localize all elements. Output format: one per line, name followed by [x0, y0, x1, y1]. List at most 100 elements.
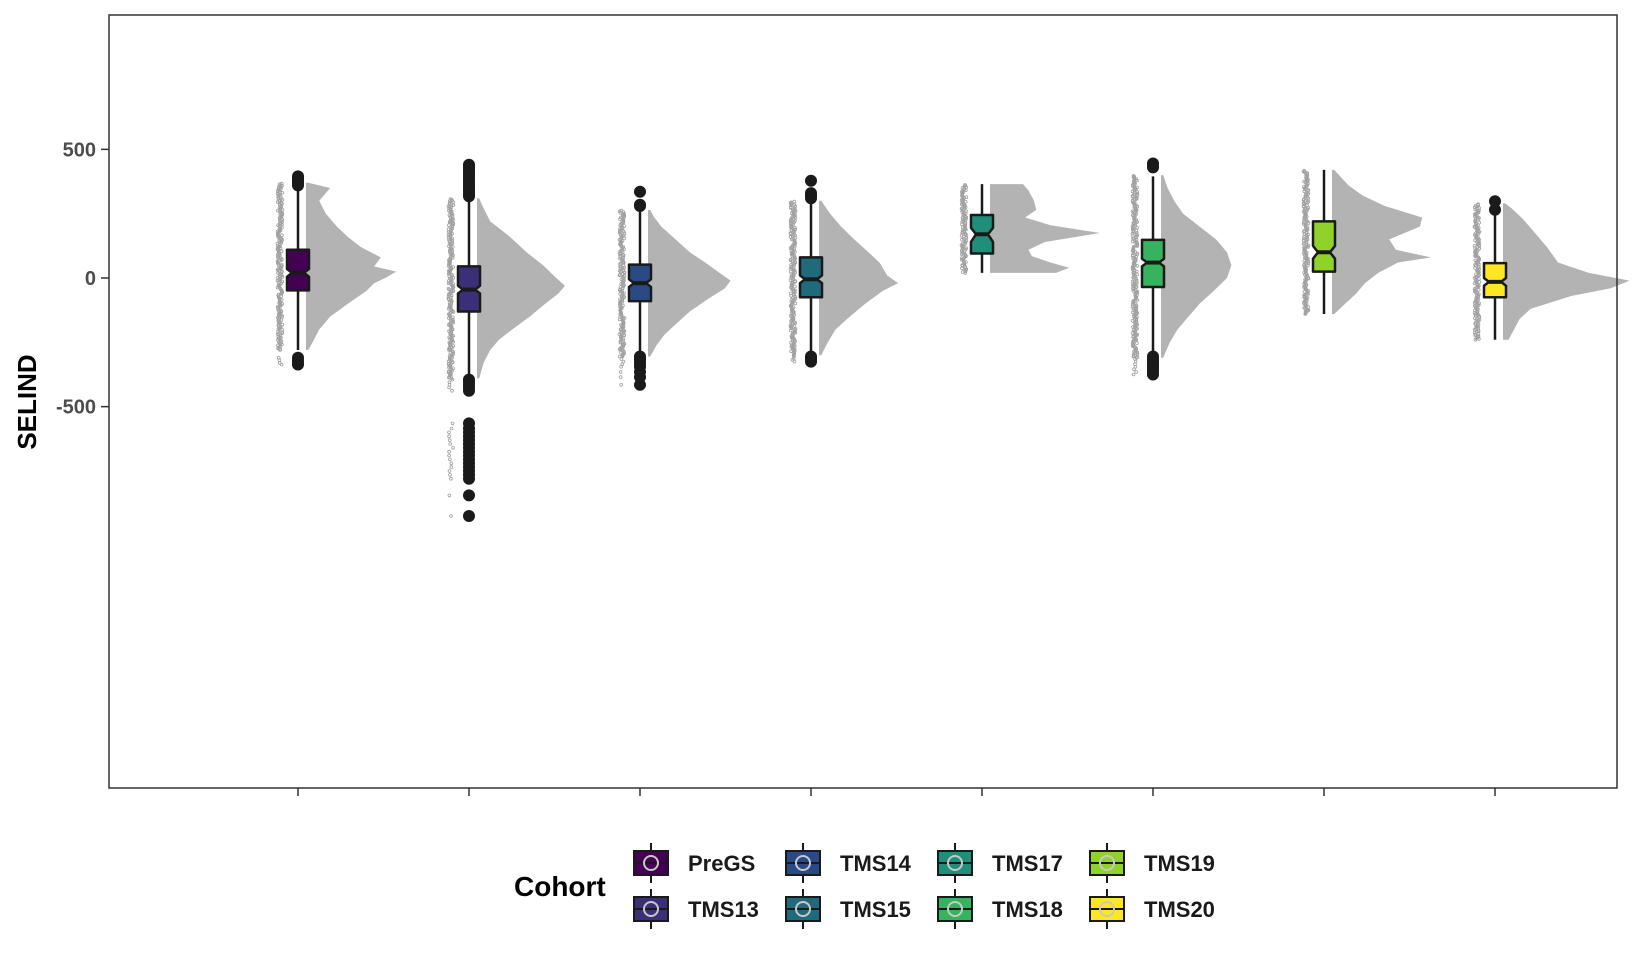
raw-point-tms13: [447, 434, 451, 439]
legend-item-tms18: TMS18: [937, 889, 1063, 929]
raw-point-pregs: [280, 315, 284, 319]
raw-point-tms14: [621, 329, 626, 334]
raw-point-pregs: [280, 198, 285, 202]
raw-point-tms19: [1302, 246, 1306, 250]
outlier-pregs: [292, 179, 304, 192]
raw-point-tms20: [1475, 293, 1479, 297]
raw-point-tms15: [788, 291, 793, 296]
legend-key-point: [795, 901, 811, 917]
raw-point-tms14: [619, 357, 624, 361]
raw-point-tms13: [449, 476, 453, 481]
raw-point-tms13: [447, 438, 452, 442]
raw-point-pregs: [276, 293, 281, 298]
raw-point-tms20: [1472, 244, 1477, 248]
legend-item-tms19: TMS19: [1089, 843, 1215, 883]
raw-point-tms13: [446, 306, 451, 311]
raw-point-tms18: [1131, 372, 1136, 377]
raw-point-tms17: [960, 222, 964, 227]
raw-point-tms13: [451, 222, 456, 227]
raw-point-tms13: [447, 430, 451, 435]
raw-point-tms13: [447, 493, 452, 498]
raw-point-tms20: [1473, 214, 1477, 219]
raw-point-tms20: [1473, 258, 1478, 263]
outlier-tms18: [1147, 368, 1159, 381]
raw-point-tms20: [1477, 277, 1481, 281]
raw-point-tms13: [449, 465, 454, 469]
raw-point-tms14: [619, 208, 623, 213]
raw-point-tms17: [960, 210, 964, 214]
raw-point-tms18: [1133, 294, 1138, 298]
raw-point-tms17: [961, 217, 965, 222]
legend-item-pregs: PreGS: [633, 843, 755, 883]
raw-point-tms18: [1130, 305, 1135, 309]
raw-point-tms13: [451, 288, 455, 293]
raw-point-tms18: [1134, 231, 1139, 235]
raw-point-tms17: [964, 260, 968, 264]
raw-point-tms18: [1130, 264, 1135, 269]
raw-point-tms18: [1133, 364, 1138, 369]
raw-point-tms18: [1131, 236, 1135, 241]
legend-label-tms17: TMS17: [992, 851, 1063, 876]
raw-point-tms19: [1301, 222, 1306, 226]
outlier-tms14: [634, 378, 646, 391]
raw-point-pregs: [279, 362, 284, 367]
raw-point-tms14: [621, 348, 625, 353]
density-tms14: [648, 209, 731, 357]
raw-point-tms13: [450, 221, 455, 226]
raw-point-tms20: [1476, 202, 1480, 207]
raw-point-tms18: [1131, 253, 1135, 258]
raw-point-tms14: [619, 382, 623, 387]
raw-point-tms14: [621, 245, 626, 249]
raw-point-tms13: [447, 469, 452, 473]
raw-point-tms17: [963, 211, 968, 216]
legend-label-tms14: TMS14: [840, 851, 912, 876]
raw-point-tms15: [792, 342, 796, 347]
raw-point-tms15: [788, 219, 793, 224]
raw-point-tms20: [1474, 223, 1478, 228]
raw-point-tms20: [1474, 261, 1479, 266]
raw-point-tms15: [790, 357, 795, 362]
raw-point-tms18: [1135, 269, 1139, 274]
raw-point-tms18: [1135, 232, 1139, 237]
legend-label-tms15: TMS15: [840, 897, 911, 922]
raw-point-tms13: [447, 287, 452, 292]
raw-point-tms15: [793, 284, 797, 289]
density-tms18: [1161, 175, 1232, 358]
raw-point-pregs: [275, 191, 280, 196]
legend-key-point: [1099, 855, 1115, 871]
raw-point-tms18: [1133, 288, 1138, 292]
raw-point-tms13: [447, 340, 452, 345]
legend-label-tms18: TMS18: [992, 897, 1063, 922]
raw-point-tms17: [963, 183, 967, 187]
raw-point-tms15: [793, 226, 797, 230]
raw-point-tms13: [448, 457, 452, 462]
legend-label-tms20: TMS20: [1144, 897, 1215, 922]
raw-point-tms13: [448, 341, 452, 346]
density-tms15: [819, 200, 899, 356]
raw-point-tms14: [620, 252, 625, 257]
raw-point-tms13: [450, 349, 455, 354]
raw-point-tms14: [622, 233, 626, 238]
raw-point-pregs: [280, 201, 284, 206]
box-tms19: [1311, 220, 1337, 273]
legend-key-point: [947, 855, 963, 871]
raw-point-tms13: [447, 453, 451, 458]
raw-point-tms19: [1302, 185, 1306, 189]
raw-point-tms13: [451, 344, 456, 348]
raw-point-tms13: [451, 366, 455, 371]
legend-item-tms17: TMS17: [937, 843, 1063, 883]
raw-point-tms18: [1135, 341, 1139, 345]
raw-point-pregs: [279, 264, 284, 268]
raw-point-tms20: [1477, 301, 1481, 306]
density-tms20: [1503, 203, 1630, 340]
raw-point-tms15: [793, 227, 798, 232]
outlier-pregs: [292, 358, 304, 371]
raw-point-tms13: [447, 354, 452, 358]
raw-point-tms18: [1134, 284, 1139, 289]
raw-point-tms14: [622, 316, 627, 320]
raw-point-tms13: [450, 377, 455, 382]
raw-point-pregs: [280, 279, 285, 284]
raw-point-tms15: [792, 359, 797, 364]
outlier-tms13: [463, 489, 475, 502]
